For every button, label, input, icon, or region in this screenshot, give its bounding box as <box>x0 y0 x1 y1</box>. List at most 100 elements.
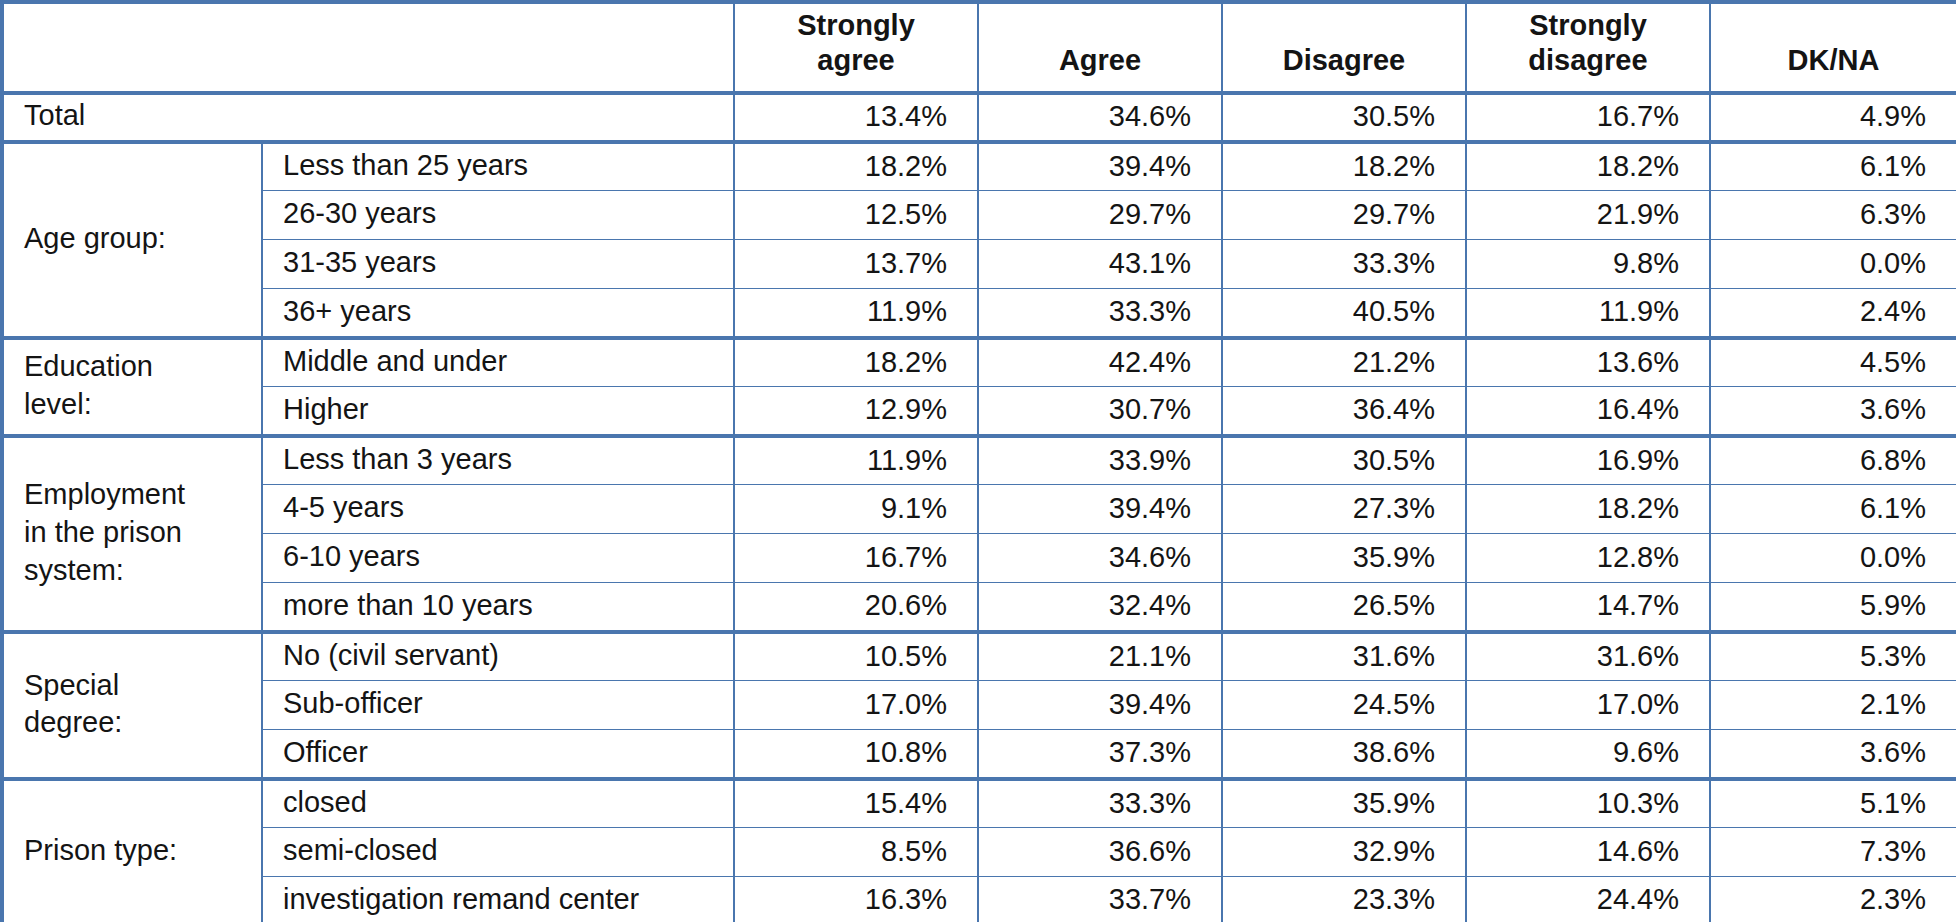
value-cell: 39.4% <box>978 681 1222 730</box>
value-cell: 14.6% <box>1466 828 1710 877</box>
value-cell: 38.6% <box>1222 730 1466 779</box>
value-cell: 21.2% <box>1222 338 1466 387</box>
value-cell: 10.8% <box>734 730 978 779</box>
value-cell: 16.9% <box>1466 436 1710 485</box>
value-cell: 6.3% <box>1710 191 1956 240</box>
value-cell: 31.6% <box>1466 632 1710 681</box>
value-cell: 2.3% <box>1710 877 1956 922</box>
table-row: 36+ years 11.9% 33.3% 40.5% 11.9% 2.4% <box>2 289 1956 338</box>
table-header-row: Strongly agree Agree Disagree Strongly d… <box>2 2 1956 93</box>
value-cell: 16.7% <box>1466 93 1710 142</box>
table-row: Prison type: closed 15.4% 33.3% 35.9% 10… <box>2 779 1956 828</box>
group-label-education-level: Education level: <box>2 338 262 436</box>
value-cell: 18.2% <box>1466 142 1710 191</box>
header-strongly-disagree: Strongly disagree <box>1466 2 1710 93</box>
value-cell: 15.4% <box>734 779 978 828</box>
row-label: Higher <box>262 387 734 436</box>
value-cell: 13.4% <box>734 93 978 142</box>
row-label: Sub-officer <box>262 681 734 730</box>
value-cell: 0.0% <box>1710 534 1956 583</box>
header-disagree: Disagree <box>1222 2 1466 93</box>
value-cell: 2.1% <box>1710 681 1956 730</box>
value-cell: 17.0% <box>734 681 978 730</box>
row-label: investigation remand center <box>262 877 734 922</box>
row-label: 6-10 years <box>262 534 734 583</box>
value-cell: 5.3% <box>1710 632 1956 681</box>
value-cell: 33.9% <box>978 436 1222 485</box>
value-cell: 32.4% <box>978 583 1222 632</box>
value-cell: 12.8% <box>1466 534 1710 583</box>
value-cell: 12.5% <box>734 191 978 240</box>
row-label: 26-30 years <box>262 191 734 240</box>
row-label: 4-5 years <box>262 485 734 534</box>
value-cell: 33.7% <box>978 877 1222 922</box>
value-cell: 36.6% <box>978 828 1222 877</box>
value-cell: 9.6% <box>1466 730 1710 779</box>
value-cell: 32.9% <box>1222 828 1466 877</box>
table-row: 6-10 years 16.7% 34.6% 35.9% 12.8% 0.0% <box>2 534 1956 583</box>
value-cell: 13.6% <box>1466 338 1710 387</box>
value-cell: 11.9% <box>1466 289 1710 338</box>
value-cell: 16.3% <box>734 877 978 922</box>
value-cell: 27.3% <box>1222 485 1466 534</box>
value-cell: 39.4% <box>978 485 1222 534</box>
value-cell: 10.5% <box>734 632 978 681</box>
value-cell: 30.5% <box>1222 93 1466 142</box>
table-row: Employment in the prison system: Less th… <box>2 436 1956 485</box>
table-row: investigation remand center 16.3% 33.7% … <box>2 877 1956 922</box>
row-label: closed <box>262 779 734 828</box>
value-cell: 34.6% <box>978 93 1222 142</box>
group-label-employment: Employment in the prison system: <box>2 436 262 632</box>
total-label: Total <box>2 93 734 142</box>
value-cell: 11.9% <box>734 436 978 485</box>
value-cell: 42.4% <box>978 338 1222 387</box>
value-cell: 9.1% <box>734 485 978 534</box>
value-cell: 21.1% <box>978 632 1222 681</box>
value-cell: 18.2% <box>734 338 978 387</box>
value-cell: 36.4% <box>1222 387 1466 436</box>
value-cell: 4.9% <box>1710 93 1956 142</box>
table-row: semi-closed 8.5% 36.6% 32.9% 14.6% 7.3% <box>2 828 1956 877</box>
table-row: 26-30 years 12.5% 29.7% 29.7% 21.9% 6.3% <box>2 191 1956 240</box>
table-row: 4-5 years 9.1% 39.4% 27.3% 18.2% 6.1% <box>2 485 1956 534</box>
value-cell: 14.7% <box>1466 583 1710 632</box>
survey-results-table: Strongly agree Agree Disagree Strongly d… <box>0 0 1956 922</box>
row-label: Middle and under <box>262 338 734 387</box>
value-cell: 24.5% <box>1222 681 1466 730</box>
value-cell: 26.5% <box>1222 583 1466 632</box>
value-cell: 24.4% <box>1466 877 1710 922</box>
value-cell: 33.3% <box>978 289 1222 338</box>
value-cell: 33.3% <box>1222 240 1466 289</box>
value-cell: 35.9% <box>1222 534 1466 583</box>
value-cell: 9.8% <box>1466 240 1710 289</box>
group-label-special-degree: Special degree: <box>2 632 262 779</box>
value-cell: 21.9% <box>1466 191 1710 240</box>
value-cell: 3.6% <box>1710 387 1956 436</box>
value-cell: 5.9% <box>1710 583 1956 632</box>
value-cell: 30.5% <box>1222 436 1466 485</box>
value-cell: 29.7% <box>978 191 1222 240</box>
row-label: semi-closed <box>262 828 734 877</box>
group-label-age-group: Age group: <box>2 142 262 338</box>
value-cell: 5.1% <box>1710 779 1956 828</box>
value-cell: 8.5% <box>734 828 978 877</box>
table-row: Special degree: No (civil servant) 10.5%… <box>2 632 1956 681</box>
value-cell: 6.8% <box>1710 436 1956 485</box>
value-cell: 7.3% <box>1710 828 1956 877</box>
value-cell: 35.9% <box>1222 779 1466 828</box>
value-cell: 43.1% <box>978 240 1222 289</box>
value-cell: 17.0% <box>1466 681 1710 730</box>
value-cell: 20.6% <box>734 583 978 632</box>
value-cell: 40.5% <box>1222 289 1466 338</box>
value-cell: 6.1% <box>1710 485 1956 534</box>
table-row: 31-35 years 13.7% 43.1% 33.3% 9.8% 0.0% <box>2 240 1956 289</box>
value-cell: 31.6% <box>1222 632 1466 681</box>
value-cell: 12.9% <box>734 387 978 436</box>
value-cell: 30.7% <box>978 387 1222 436</box>
value-cell: 18.2% <box>734 142 978 191</box>
value-cell: 18.2% <box>1466 485 1710 534</box>
value-cell: 18.2% <box>1222 142 1466 191</box>
value-cell: 4.5% <box>1710 338 1956 387</box>
table-row: more than 10 years 20.6% 32.4% 26.5% 14.… <box>2 583 1956 632</box>
table-row-total: Total 13.4% 34.6% 30.5% 16.7% 4.9% <box>2 93 1956 142</box>
